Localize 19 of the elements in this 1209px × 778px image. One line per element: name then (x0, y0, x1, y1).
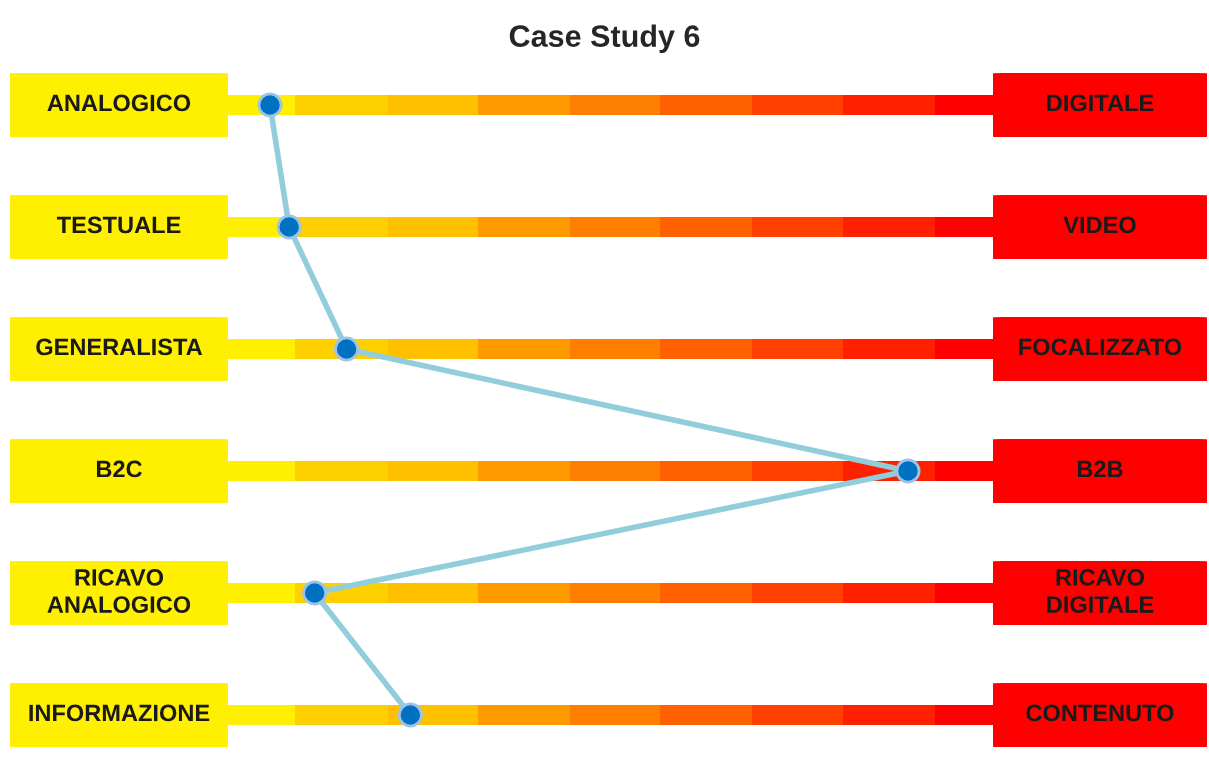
point (276, 214, 302, 240)
point (895, 458, 921, 484)
y-tick-label: GENERALISTA (36, 338, 203, 356)
y-tick-label: ANALOGICO (47, 94, 191, 112)
y2-tick-label: CONTENUTO (1026, 704, 1174, 722)
point (257, 92, 283, 118)
point (334, 336, 360, 362)
y2-tick-label: FOCALIZZATO (1019, 338, 1182, 356)
point (302, 580, 328, 606)
chart-title: Case Study 6 (509, 24, 700, 54)
y-tick-label: TESTUALE (56, 216, 181, 234)
y-tick-label: B2C (96, 460, 142, 478)
y-tick-label: INFORMAZIONE (29, 704, 210, 722)
y2-tick-label: RICAVO DIGITALE (1047, 569, 1154, 613)
point (397, 702, 423, 728)
y2-tick-label: VIDEO (1063, 216, 1136, 234)
y-tick-label: RICAVO ANALOGICO (47, 569, 191, 613)
y2-tick-label: B2B (1077, 460, 1123, 478)
y2-tick-label: DIGITALE (1047, 94, 1154, 112)
